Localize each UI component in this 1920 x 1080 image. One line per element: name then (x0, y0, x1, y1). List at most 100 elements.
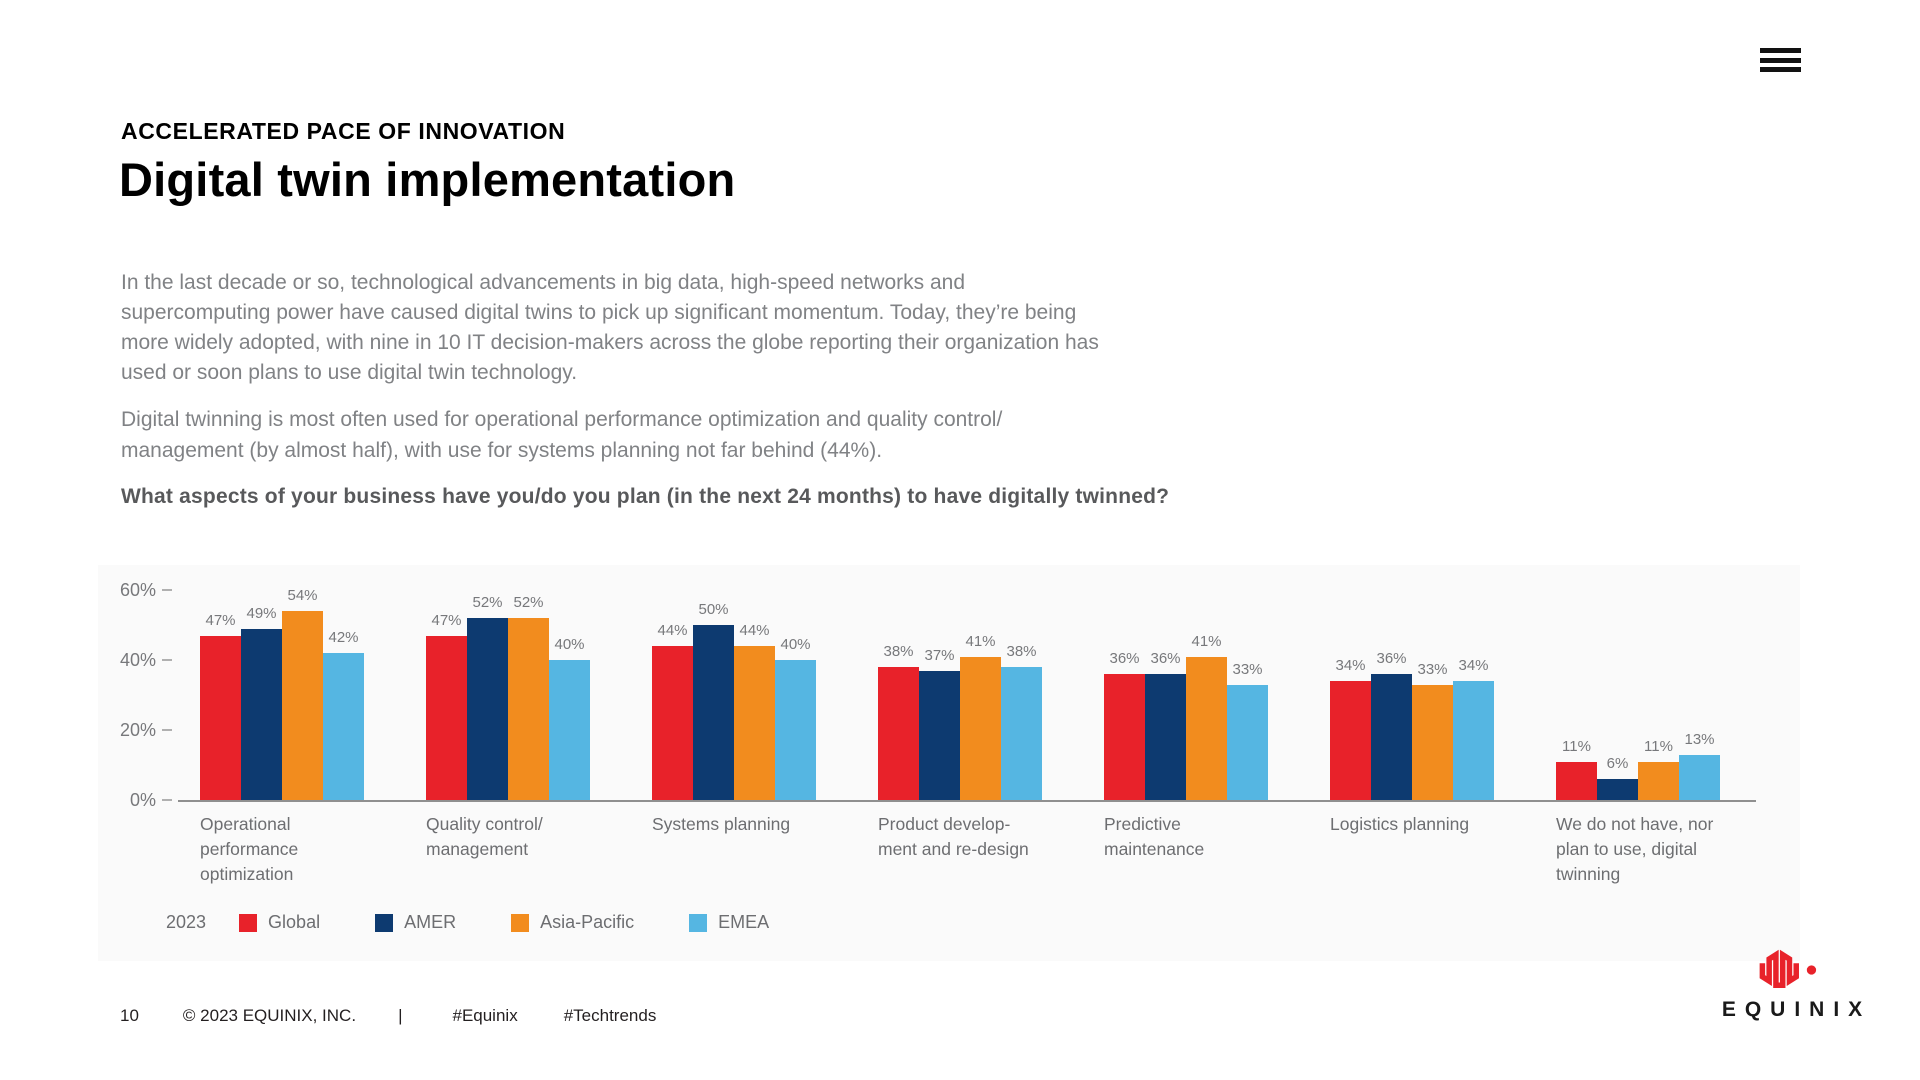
bar-value-label: 37% (924, 646, 955, 664)
legend-swatch (511, 913, 530, 932)
legend-swatch (375, 913, 394, 932)
bar-asia-pacific: 44% (734, 622, 775, 800)
legend-swatch (239, 913, 258, 932)
hamburger-bar (1760, 57, 1801, 63)
bar-global: 47% (200, 612, 241, 800)
bar-value-label: 44% (657, 622, 688, 639)
bar-value-label: 54% (287, 587, 318, 604)
bar-value-label: 40% (554, 636, 585, 653)
bar-value-label: 52% (472, 594, 503, 611)
bar-amer: 50% (693, 601, 734, 800)
equinix-logo: EQUINIX (1712, 948, 1872, 1022)
y-tick-mark (162, 729, 172, 731)
survey-question: What aspects of your business have you/d… (121, 485, 1170, 508)
category-label: Operational performance optimization (200, 814, 299, 884)
bar-value-label: 36% (1376, 650, 1407, 667)
bar-value-label: 33% (1417, 660, 1448, 678)
body-paragraph-1: In the last decade or so, technological … (121, 271, 1099, 384)
bar-value-label: 52% (513, 594, 544, 611)
bar-global: 47% (426, 612, 467, 800)
bar-emea: 42% (323, 629, 364, 800)
category-label: Product develop- ment and re-design (878, 814, 1029, 859)
bar-value-label: 49% (246, 604, 277, 622)
bar-amer: 36% (1145, 650, 1186, 800)
bar-emea: 40% (775, 636, 816, 800)
y-tick-label: 60% (119, 580, 156, 600)
bar-asia-pacific: 33% (1412, 661, 1453, 800)
equinix-mark-icon (1759, 949, 1817, 988)
bar-value-label: 47% (205, 611, 236, 629)
equinix-wordmark: EQUINIX (1721, 998, 1872, 1021)
legend-label: Global (268, 912, 321, 932)
chart-categories: Operational performance optimization Qual… (178, 812, 1776, 907)
legend-item-emea: EMEA (689, 912, 769, 933)
chart-legend: 2023 Global AMER Asia-Pacific EMEA (166, 912, 769, 933)
y-tick-mark (162, 799, 172, 801)
legend-label: EMEA (718, 912, 770, 932)
bar-value-label: 47% (431, 611, 462, 629)
bar-value-label: 6% (1606, 755, 1629, 772)
bar-emea: 13% (1679, 731, 1720, 800)
bar-amer: 6% (1597, 755, 1638, 800)
bar-group: 44% 50% 44% 40% (652, 601, 816, 800)
bar-value-label: 36% (1150, 650, 1181, 667)
bar-emea: 38% (1001, 643, 1042, 800)
footer-divider: | (398, 1006, 403, 1025)
bar-value-label: 38% (883, 643, 914, 660)
legend-label: AMER (404, 912, 457, 932)
hashtag-equinix: #Equinix (452, 1006, 518, 1025)
page-number: 10 (120, 1006, 139, 1025)
bar-value-label: 33% (1232, 660, 1263, 678)
bar-asia-pacific: 54% (282, 587, 323, 800)
bar-value-label: 44% (739, 622, 770, 639)
hamburger-bar (1760, 48, 1801, 53)
bar-value-label: 34% (1335, 657, 1366, 674)
hamburger-menu-icon[interactable] (1760, 48, 1801, 72)
category-label: Predictive maintenance (1104, 814, 1205, 859)
bar-value-label: 11% (1562, 737, 1591, 755)
bar-global: 11% (1556, 738, 1597, 800)
category-label: Quality control/ management (426, 814, 543, 859)
bar-group: 36% 36% 41% 33% (1104, 633, 1268, 800)
legend-item-global: Global (239, 912, 320, 933)
legend-swatch (689, 913, 708, 932)
bar-group: 47% 49% 54% 42% (200, 587, 364, 800)
bar-value-label: 41% (1191, 632, 1222, 650)
bar-amer: 49% (241, 605, 282, 800)
section-eyebrow: ACCELERATED PACE OF INNOVATION (121, 118, 566, 144)
bar-chart: 0% 20% 40% 60% 47% 49% 54% 42% 47% 52% 52% 40% 44% 5… (98, 565, 1800, 961)
bar-value-label: 41% (965, 632, 996, 650)
legend-item-amer: AMER (375, 912, 456, 933)
category-label: Logistics planning (1330, 814, 1470, 834)
footer: 10 © 2023 EQUINIX, INC. | #Equinix #Tech… (120, 1006, 656, 1026)
bar-global: 34% (1330, 657, 1371, 800)
bar-amer: 36% (1371, 650, 1412, 800)
bar-emea: 40% (549, 636, 590, 800)
legend-items: Global AMER Asia-Pacific EMEA (239, 912, 769, 933)
bar-asia-pacific: 41% (1186, 633, 1227, 800)
legend-item-asia-pacific: Asia-Pacific (511, 912, 634, 933)
body-paragraph-2: Digital twinning is most often used for … (121, 408, 1003, 462)
bar-emea: 34% (1453, 657, 1494, 800)
bar-value-label: 38% (1006, 643, 1037, 660)
bar-value-label: 11% (1644, 737, 1673, 755)
bar-emea: 33% (1227, 661, 1268, 800)
bar-amer: 52% (467, 594, 508, 800)
y-tick-label: 20% (119, 720, 156, 740)
bar-group: 38% 37% 41% 38% (878, 633, 1042, 800)
y-tick-label: 0% (129, 790, 156, 810)
bar-group: 11% 6% 11% 13% (1556, 731, 1720, 800)
legend-label: Asia-Pacific (540, 912, 635, 932)
bar-global: 44% (652, 622, 693, 800)
bar-value-label: 50% (698, 601, 729, 618)
y-tick-mark (162, 659, 172, 661)
bar-amer: 37% (919, 647, 960, 800)
bar-value-label: 13% (1684, 730, 1715, 748)
chart-x-axis-line (178, 800, 1756, 802)
category-label: We do not have, nor plan to use, digital… (1556, 814, 1714, 884)
hamburger-bar (1760, 67, 1801, 72)
y-tick-mark (162, 589, 172, 591)
bar-group: 34% 36% 33% 34% (1330, 650, 1494, 800)
bar-asia-pacific: 11% (1638, 738, 1679, 800)
